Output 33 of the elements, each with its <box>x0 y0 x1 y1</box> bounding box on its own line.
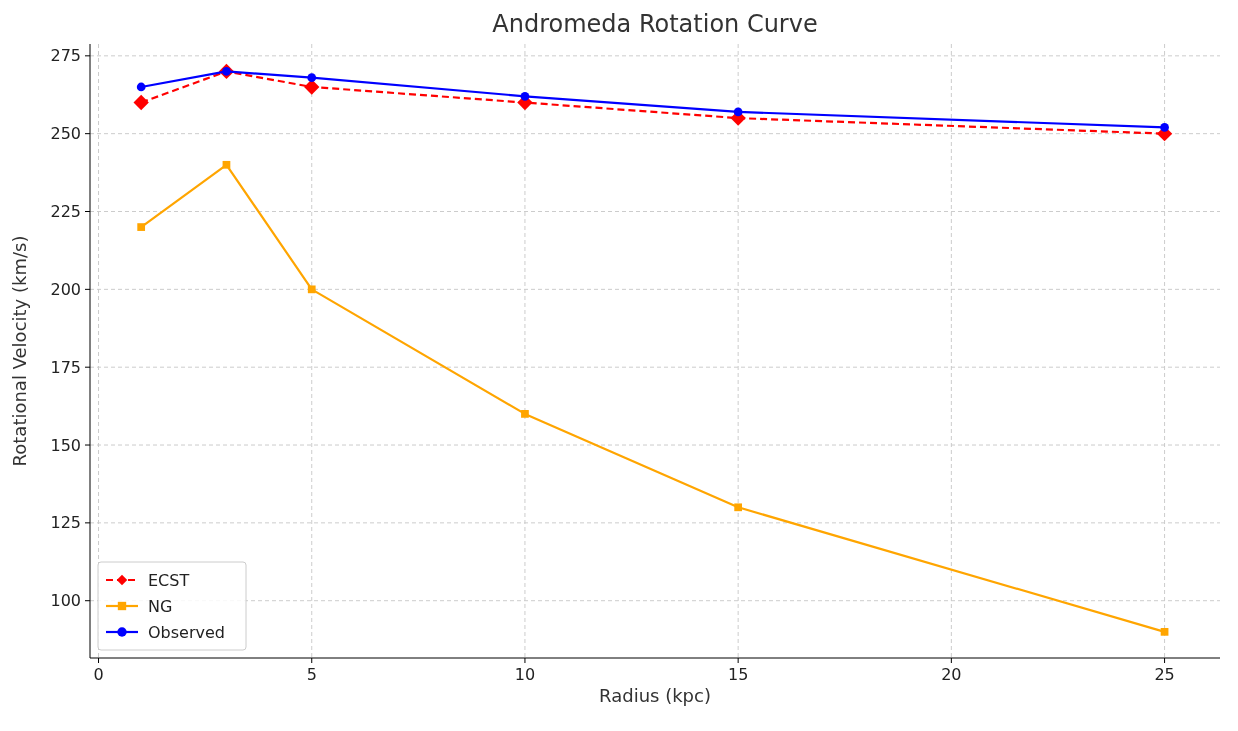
x-tick-label: 10 <box>514 665 536 684</box>
point <box>137 223 146 231</box>
point <box>1160 627 1169 636</box>
y-tick-label: 250 <box>50 124 81 144</box>
point <box>1160 123 1169 132</box>
x-tick-label: 0 <box>93 665 104 684</box>
y-tick-label: 125 <box>50 513 81 533</box>
legend-label: Observed <box>148 622 225 642</box>
y-tick-label: 225 <box>50 202 81 222</box>
point <box>222 160 231 169</box>
x-tick-label: 5 <box>306 665 317 684</box>
y-tick-label: 175 <box>50 357 81 377</box>
y-tick-label: 200 <box>50 279 81 299</box>
x-tick-label: 15 <box>727 665 749 684</box>
legend-label: ECST <box>148 570 190 590</box>
point <box>734 503 743 512</box>
point <box>307 285 316 294</box>
y-tick-label: 150 <box>50 435 81 455</box>
point <box>304 79 320 95</box>
y-axis-title: Rotational Velocity (km/s) <box>9 235 30 467</box>
legend-label: NG <box>148 596 173 616</box>
y-tick-label: 100 <box>50 591 81 611</box>
point <box>520 91 530 101</box>
x-tick-label: 25 <box>1154 665 1175 684</box>
x-axis-title: Radius (kpc) <box>599 685 711 706</box>
y-tick-label: 275 <box>50 46 81 66</box>
point <box>521 410 529 418</box>
x-tick-label: 20 <box>941 665 962 684</box>
chart-title: Andromeda Rotation Curve <box>492 10 818 38</box>
point <box>733 107 743 117</box>
point <box>133 94 149 111</box>
point <box>136 82 146 92</box>
point <box>307 73 317 82</box>
